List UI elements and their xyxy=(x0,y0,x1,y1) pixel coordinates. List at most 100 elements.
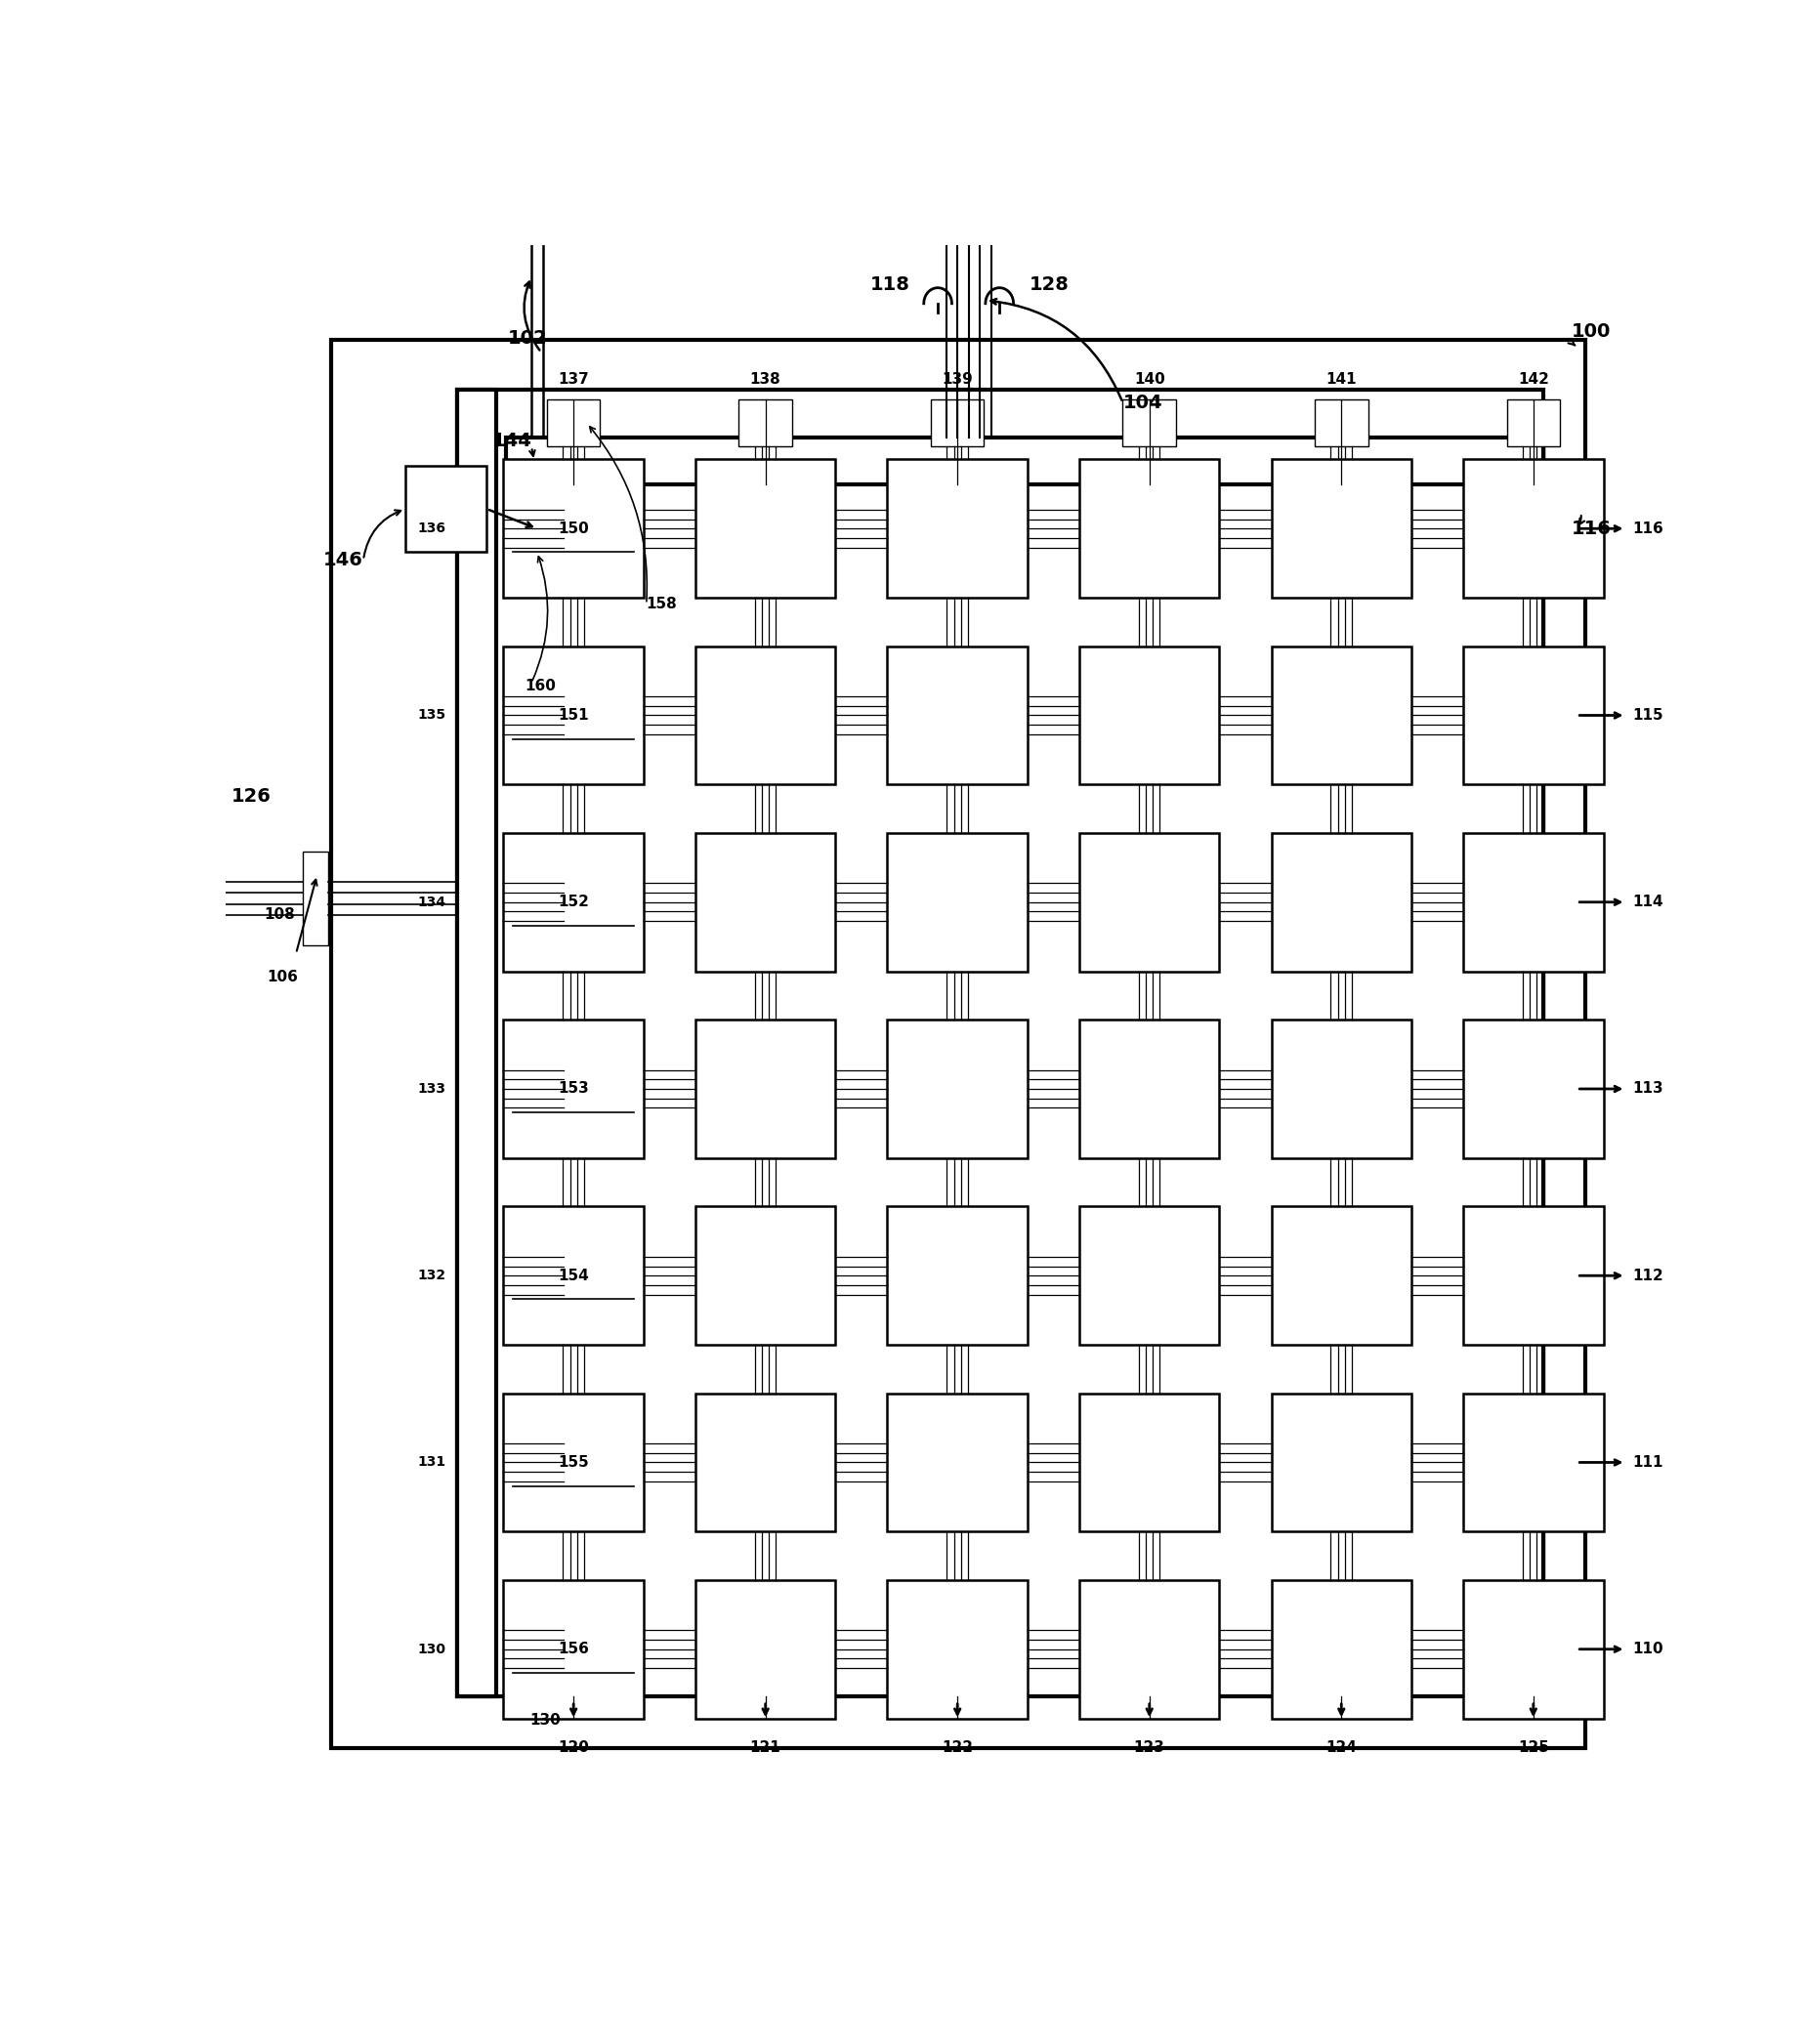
Bar xyxy=(1463,1206,1604,1345)
Text: 151: 151 xyxy=(559,707,589,724)
Text: 124: 124 xyxy=(1325,1741,1358,1756)
Text: 121: 121 xyxy=(750,1741,781,1756)
Bar xyxy=(510,1253,564,1300)
Bar xyxy=(696,1580,835,1719)
Bar xyxy=(510,879,564,926)
Text: 120: 120 xyxy=(559,1741,589,1756)
Text: 104: 104 xyxy=(1123,392,1163,413)
Bar xyxy=(1463,832,1604,971)
Bar xyxy=(503,1206,644,1345)
Bar xyxy=(1271,460,1412,597)
Bar xyxy=(1079,646,1219,785)
Bar xyxy=(510,1439,564,1486)
Bar xyxy=(1123,399,1175,448)
Bar xyxy=(696,1020,835,1159)
Text: 136: 136 xyxy=(418,521,447,536)
Bar xyxy=(1271,646,1412,785)
Bar xyxy=(503,1580,644,1719)
Bar xyxy=(1271,1394,1412,1531)
Text: 115: 115 xyxy=(1633,707,1663,724)
Bar xyxy=(503,646,644,785)
Text: 128: 128 xyxy=(1029,276,1069,294)
Text: 110: 110 xyxy=(1633,1641,1663,1656)
Text: 108: 108 xyxy=(264,908,295,922)
Bar xyxy=(1079,1020,1219,1159)
Bar xyxy=(739,399,792,448)
Bar xyxy=(503,1394,644,1531)
Bar xyxy=(1271,1020,1412,1159)
Bar xyxy=(1506,399,1560,448)
Bar xyxy=(931,399,984,448)
Text: 111: 111 xyxy=(1633,1455,1663,1470)
Text: 140: 140 xyxy=(1134,372,1164,386)
Text: 155: 155 xyxy=(559,1455,589,1470)
Text: 106: 106 xyxy=(266,969,298,985)
Text: 135: 135 xyxy=(418,709,447,722)
Bar xyxy=(304,850,329,946)
Bar xyxy=(510,505,564,552)
Text: 126: 126 xyxy=(231,787,271,805)
Bar xyxy=(510,691,564,740)
Text: 112: 112 xyxy=(1633,1269,1663,1284)
Text: 141: 141 xyxy=(1325,372,1356,386)
Bar xyxy=(888,1206,1027,1345)
Bar xyxy=(1271,1580,1412,1719)
Bar xyxy=(510,1625,564,1672)
Text: 144: 144 xyxy=(492,431,532,450)
Bar xyxy=(1079,832,1219,971)
Bar xyxy=(503,460,644,597)
Text: 150: 150 xyxy=(559,521,589,536)
Bar xyxy=(696,1394,835,1531)
Text: 160: 160 xyxy=(524,679,555,693)
Text: 122: 122 xyxy=(942,1741,973,1756)
Bar xyxy=(503,1020,644,1159)
Bar xyxy=(546,399,600,448)
Bar xyxy=(1314,399,1369,448)
Bar xyxy=(1463,1020,1604,1159)
Text: 137: 137 xyxy=(559,372,589,386)
Bar xyxy=(888,460,1027,597)
Text: 123: 123 xyxy=(1134,1741,1164,1756)
Bar xyxy=(506,437,1544,484)
Text: 113: 113 xyxy=(1633,1081,1663,1096)
Bar xyxy=(1079,460,1219,597)
Bar xyxy=(331,339,1586,1748)
Bar xyxy=(1463,1394,1604,1531)
Text: 116: 116 xyxy=(1633,521,1663,536)
Bar xyxy=(1463,1580,1604,1719)
Bar xyxy=(1079,1394,1219,1531)
Text: 146: 146 xyxy=(324,550,363,570)
Text: 153: 153 xyxy=(559,1081,589,1096)
Bar xyxy=(1271,832,1412,971)
Bar xyxy=(503,832,644,971)
Text: 114: 114 xyxy=(1633,895,1663,910)
Bar xyxy=(1463,460,1604,597)
Text: 130: 130 xyxy=(418,1641,447,1656)
Text: 152: 152 xyxy=(559,895,589,910)
Bar xyxy=(457,390,497,1697)
Text: 156: 156 xyxy=(559,1641,589,1656)
Text: 131: 131 xyxy=(418,1455,447,1470)
Bar xyxy=(457,390,1544,1697)
Bar xyxy=(888,646,1027,785)
Text: 154: 154 xyxy=(559,1269,589,1284)
Bar xyxy=(696,460,835,597)
Text: 134: 134 xyxy=(418,895,447,910)
Text: 100: 100 xyxy=(1571,323,1611,341)
Text: 130: 130 xyxy=(530,1713,560,1727)
Bar xyxy=(1079,1580,1219,1719)
Text: 158: 158 xyxy=(647,597,678,611)
Bar xyxy=(1271,1206,1412,1345)
Text: 132: 132 xyxy=(418,1269,447,1282)
Text: 118: 118 xyxy=(870,276,909,294)
Text: 125: 125 xyxy=(1517,1741,1549,1756)
Bar xyxy=(696,1206,835,1345)
Bar xyxy=(888,1020,1027,1159)
Text: 142: 142 xyxy=(1517,372,1549,386)
Bar xyxy=(888,1580,1027,1719)
Bar xyxy=(696,832,835,971)
Text: 102: 102 xyxy=(508,329,548,347)
Text: 139: 139 xyxy=(942,372,973,386)
Text: 138: 138 xyxy=(750,372,781,386)
Text: 133: 133 xyxy=(418,1081,447,1096)
